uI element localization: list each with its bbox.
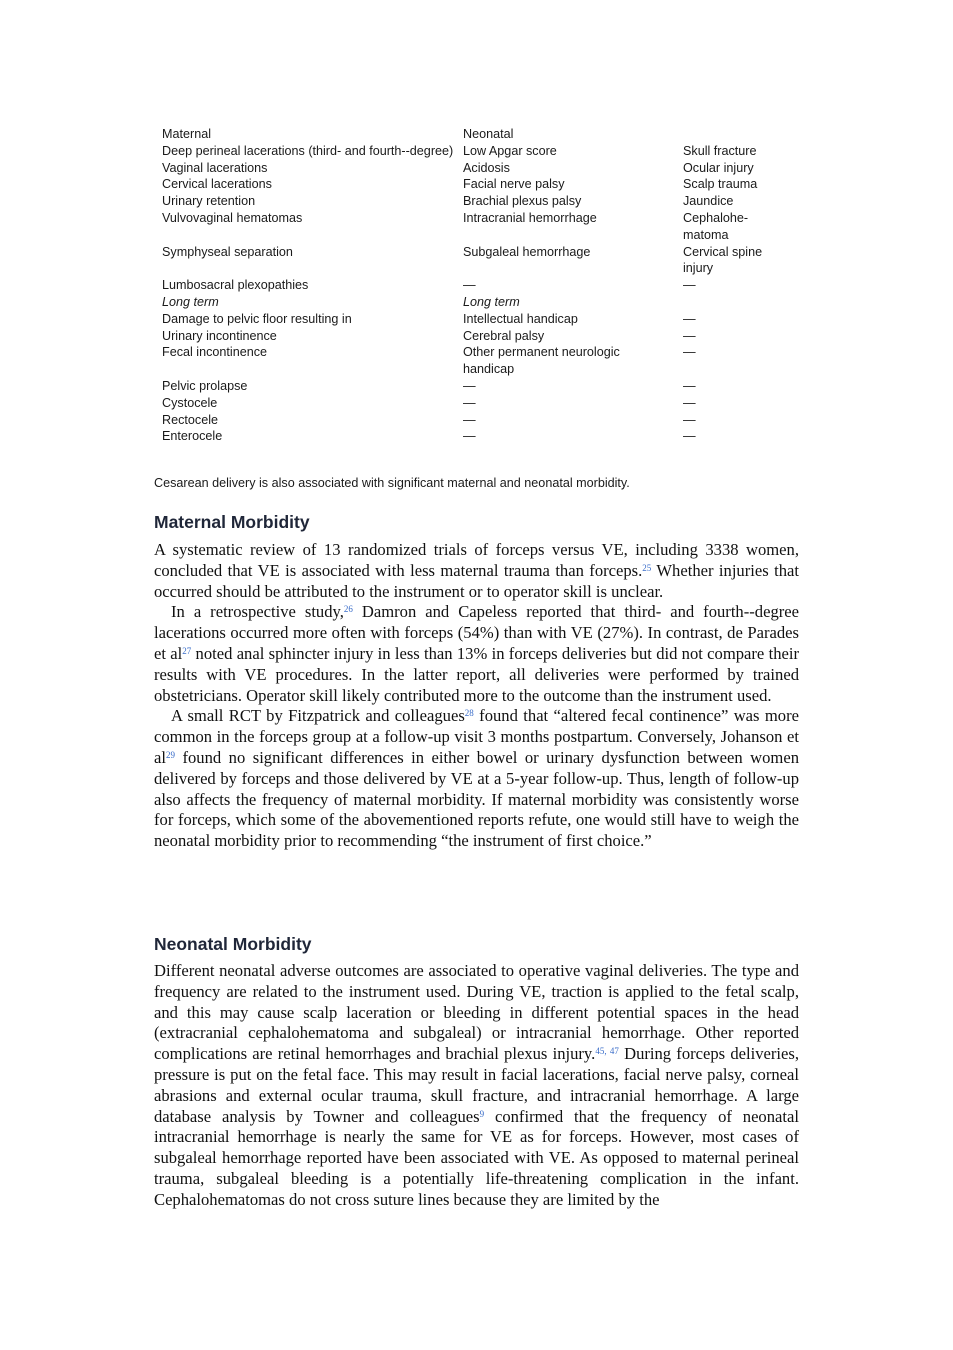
table-caption: Cesarean delivery is also associated wit… <box>154 476 630 490</box>
paragraph: Different neonatal adverse outcomes are … <box>154 961 799 1209</box>
paragraph: In a retrospective study,26 Damron and C… <box>154 602 799 705</box>
maternal-morbidity-section: A systematic review of 13 randomized tri… <box>154 540 799 852</box>
table-row: Urinary retention Brachial plexus palsy Ja… <box>162 194 734 209</box>
paragraph: A small RCT by Fitzpatrick and colleague… <box>154 706 799 851</box>
paragraph: A systematic review of 13 randomized tri… <box>154 540 799 601</box>
citation-link[interactable]: 45, 47 <box>595 1046 619 1057</box>
table-row: Rectocele — — <box>162 412 696 427</box>
citation-link[interactable]: 27 <box>182 645 192 656</box>
table-row: Vaginal lacerations Acidosis Ocular injury <box>162 160 754 175</box>
table-row: Symphyseal separation Subgaleal hemorrhag… <box>162 244 763 276</box>
table-row: Fecal incontinence Other permanent neurol… <box>162 345 696 377</box>
citation-link[interactable]: 25 <box>642 562 652 573</box>
citation-link[interactable]: 26 <box>343 604 353 615</box>
table-row: Deep perineal lacerations (third- and fo… <box>162 143 757 158</box>
citation-link[interactable]: 9 <box>479 1108 485 1119</box>
table-row: Maternal Neonatal <box>162 127 514 141</box>
table-row: Urinary incontinence Cerebral palsy — <box>162 328 696 343</box>
complications-table: Maternal Neonatal Deep perineal laceratio… <box>162 126 802 445</box>
table-row: Cystocele — — <box>162 395 696 410</box>
maternal-morbidity-heading: Maternal Morbidity <box>154 512 310 532</box>
table-row: Lumbosacral plexopathies — — <box>162 278 696 293</box>
neonatal-morbidity-heading: Neonatal Morbidity <box>154 934 312 954</box>
table-row: Long term Long term <box>162 294 520 309</box>
table-row: Cervical lacerations Facial nerve palsy Sc… <box>162 177 758 192</box>
table-row: Damage to pelvic floor resulting in Intel… <box>162 311 696 326</box>
citation-link[interactable]: 29 <box>165 749 175 760</box>
table-row: Vulvovaginal hematomas Intracranial hemor… <box>162 210 749 242</box>
table-row: Pelvic prolapse — — <box>162 378 696 393</box>
citation-link[interactable]: 28 <box>464 708 474 719</box>
neonatal-morbidity-section: Different neonatal adverse outcomes are … <box>154 961 799 1211</box>
table-row: Enterocele — — <box>162 429 696 444</box>
